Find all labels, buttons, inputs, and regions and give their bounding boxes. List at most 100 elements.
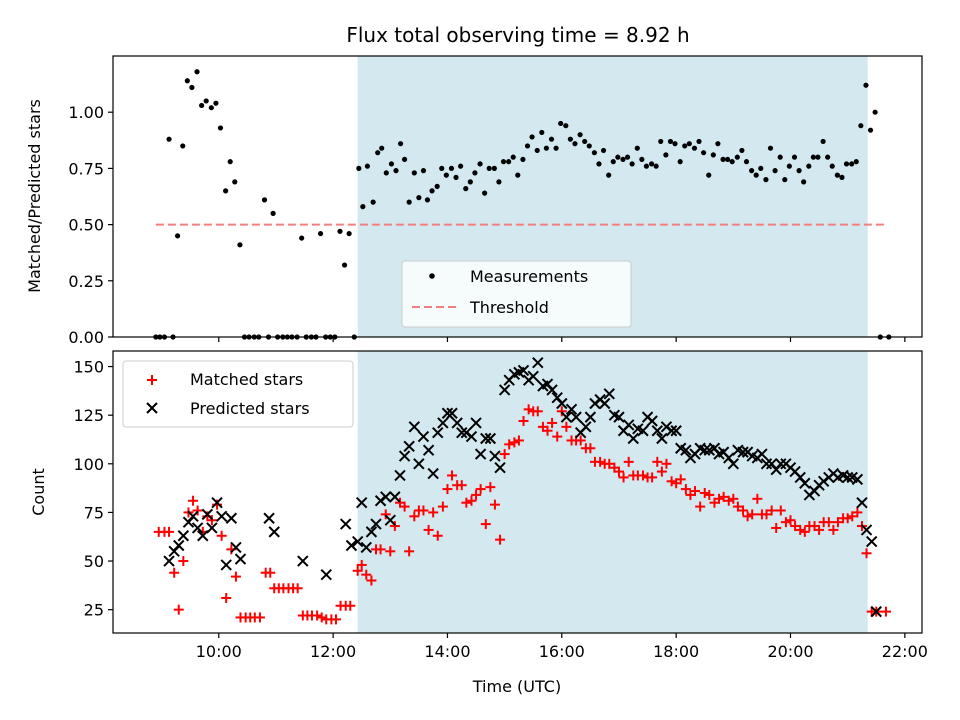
predicted-star-point (627, 432, 639, 445)
measurement-point (506, 159, 512, 165)
measurement-point (237, 242, 243, 248)
predicted-star-point (441, 407, 454, 419)
matched-star-point (714, 493, 725, 504)
measurement-point (360, 204, 366, 210)
predicted-star-point (197, 530, 209, 542)
measurement-point (749, 168, 755, 174)
matched-star-point (265, 567, 276, 578)
x-tick-label: 18:00 (653, 642, 699, 661)
predicted-star-point (370, 518, 382, 530)
measurement-point (767, 145, 774, 151)
matched-star-point (771, 522, 782, 533)
measurement-point (706, 172, 712, 178)
measurement-point (383, 170, 389, 176)
measurement-point (223, 188, 229, 194)
measurement-point (477, 161, 483, 167)
predicted-star-point (756, 448, 768, 460)
legend-measurements-marker (429, 273, 435, 279)
measurement-point (539, 129, 545, 136)
measurement-point (620, 156, 626, 163)
measurement-point (810, 154, 816, 160)
predicted-star-point (546, 384, 558, 396)
matched-star-point (704, 489, 715, 500)
predicted-star-point (320, 568, 332, 581)
measurement-point (791, 154, 798, 160)
predicted-star-point (408, 421, 421, 433)
matched-star-point (852, 507, 863, 518)
predicted-star-point (474, 448, 487, 460)
matched-star-point (518, 416, 529, 427)
matched-star-point (556, 406, 567, 417)
measurement-point (867, 127, 874, 133)
matched-star-point (442, 484, 453, 495)
predicted-star-point (187, 510, 199, 523)
measurement-point (696, 138, 702, 145)
matched-star-point (312, 610, 323, 621)
measurement-point (820, 138, 826, 145)
measurement-point (629, 161, 635, 167)
matched-star-point (330, 614, 341, 625)
predicted-star-point (422, 444, 435, 456)
measurement-point (648, 161, 655, 167)
measurement-point (772, 168, 778, 174)
measurement-point (829, 163, 835, 169)
matched-star-point (585, 443, 596, 454)
count-ticks: 25 50 75 100 125 150 10:00 12:00 14:00 16:00 18:00… (73, 358, 927, 661)
predicted-star-point (437, 417, 449, 429)
measurement-point (634, 145, 640, 151)
predicted-star-point (345, 539, 358, 552)
measurement-point (872, 109, 878, 115)
matched-star-point (169, 567, 180, 578)
matched-star-point (561, 421, 572, 432)
measurement-point (691, 145, 698, 151)
predicted-star-point (297, 555, 309, 567)
measurement-point (524, 143, 531, 149)
measurement-point (729, 159, 735, 165)
matched-star-point (504, 439, 515, 450)
measurement-point (563, 123, 569, 129)
y-tick-label: 75 (84, 503, 104, 522)
predicted-star-point (494, 461, 506, 474)
predicted-star-point (498, 384, 511, 396)
predicted-star-point (865, 535, 878, 548)
measurement-point (184, 78, 190, 84)
measurement-point (582, 138, 588, 145)
legend-threshold-label: Threshold (469, 298, 549, 317)
predicted-star-point (451, 417, 463, 429)
count-x-axis-label: Time (UTC) (472, 677, 561, 696)
measurement-point (786, 163, 792, 169)
matched-star-point (738, 505, 749, 516)
measurement-point (686, 141, 692, 147)
measurement-point (763, 177, 769, 183)
predicted-star-point (351, 535, 364, 548)
matched-star-point (480, 519, 491, 530)
x-tick-label: 22:00 (882, 642, 928, 661)
predicted-star-point (220, 559, 232, 571)
matched-star-point (404, 546, 415, 557)
predicted-star-point (651, 425, 663, 437)
measurement-point (261, 197, 268, 203)
predicted-star-point (263, 512, 275, 524)
measurement-point (734, 154, 740, 160)
predicted-star-point (215, 510, 228, 523)
measurement-point (406, 199, 412, 205)
matched-star-point (389, 521, 400, 532)
measurement-point (341, 262, 348, 268)
predicted-star-point (656, 432, 668, 445)
predicted-star-point (737, 446, 749, 458)
y-tick-label: 150 (73, 358, 104, 377)
matched-star-point (832, 517, 843, 528)
matched-star-point (221, 592, 232, 603)
predicted-star-point (760, 458, 773, 470)
matched-star-point (230, 571, 241, 582)
measurement-point (600, 147, 607, 154)
measurement-point (194, 69, 200, 75)
predicted-star-point (339, 518, 352, 530)
matched-star-point (795, 524, 806, 535)
y-tick-label: 1.00 (68, 103, 104, 122)
measurement-point (364, 163, 371, 169)
predicted-star-point (699, 444, 711, 456)
matched-star-point (188, 495, 199, 506)
predicted-star-point (173, 539, 185, 552)
matched-star-point (380, 509, 391, 520)
